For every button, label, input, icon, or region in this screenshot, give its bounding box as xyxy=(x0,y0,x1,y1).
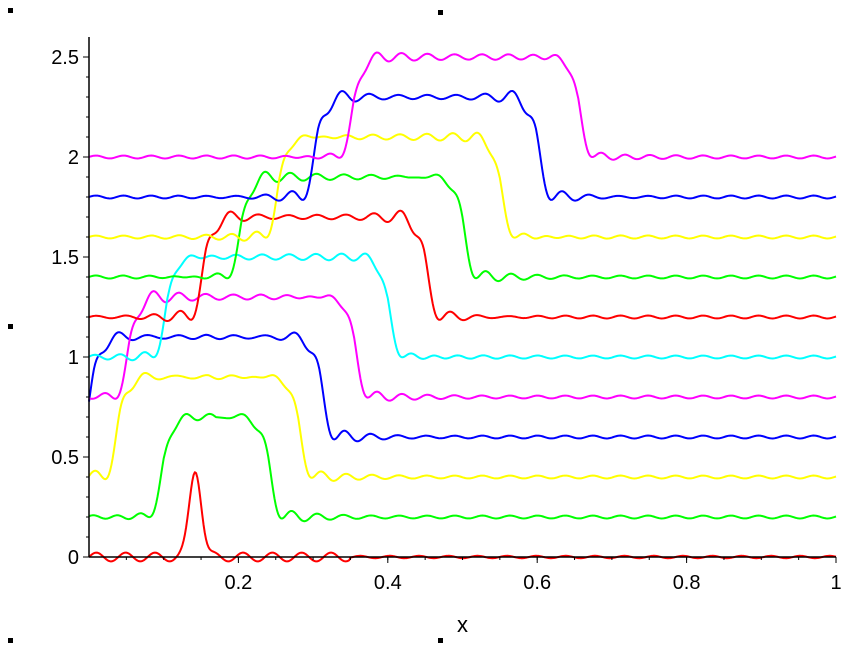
x-tick-label: 1 xyxy=(830,572,841,594)
x-tick-label: 0.4 xyxy=(374,572,402,594)
y-tick-label: 0 xyxy=(68,547,79,569)
series-line-6 xyxy=(88,252,837,362)
y-tick-label: 0.5 xyxy=(51,447,79,469)
series-line-8 xyxy=(88,170,837,283)
series-line-2 xyxy=(88,412,837,523)
x-tick-label: 0.6 xyxy=(523,572,551,594)
x-axis-title: x xyxy=(457,612,468,637)
series-line-7 xyxy=(88,209,837,323)
series-line-5 xyxy=(88,290,837,402)
y-tick-label: 1.5 xyxy=(51,247,79,269)
series-line-3 xyxy=(88,371,837,482)
axes-layer: 0.2 0.4 0.6 0.8 1 0 0.5 1 1.5 2 2.5 x xyxy=(51,37,842,637)
corner-mark xyxy=(438,10,443,15)
corner-mark xyxy=(8,8,13,13)
series-layer xyxy=(88,51,837,563)
x-ticks: 0.2 0.4 0.6 0.8 1 xyxy=(125,557,842,594)
corner-mark xyxy=(8,638,13,643)
y-tick-label: 1 xyxy=(68,347,79,369)
series-line-4 xyxy=(88,331,837,443)
corner-marks xyxy=(8,8,443,643)
y-tick-label: 2.5 xyxy=(51,47,79,69)
series-line-9 xyxy=(88,131,837,242)
y-ticks: 0 0.5 1 1.5 2 2.5 xyxy=(51,47,89,569)
corner-mark xyxy=(438,638,443,643)
y-tick-label: 2 xyxy=(68,147,79,169)
series-line-11 xyxy=(88,51,837,161)
x-tick-label: 0.8 xyxy=(673,572,701,594)
series-line-10 xyxy=(88,89,837,202)
corner-mark xyxy=(8,324,13,329)
x-tick-label: 0.2 xyxy=(224,572,252,594)
